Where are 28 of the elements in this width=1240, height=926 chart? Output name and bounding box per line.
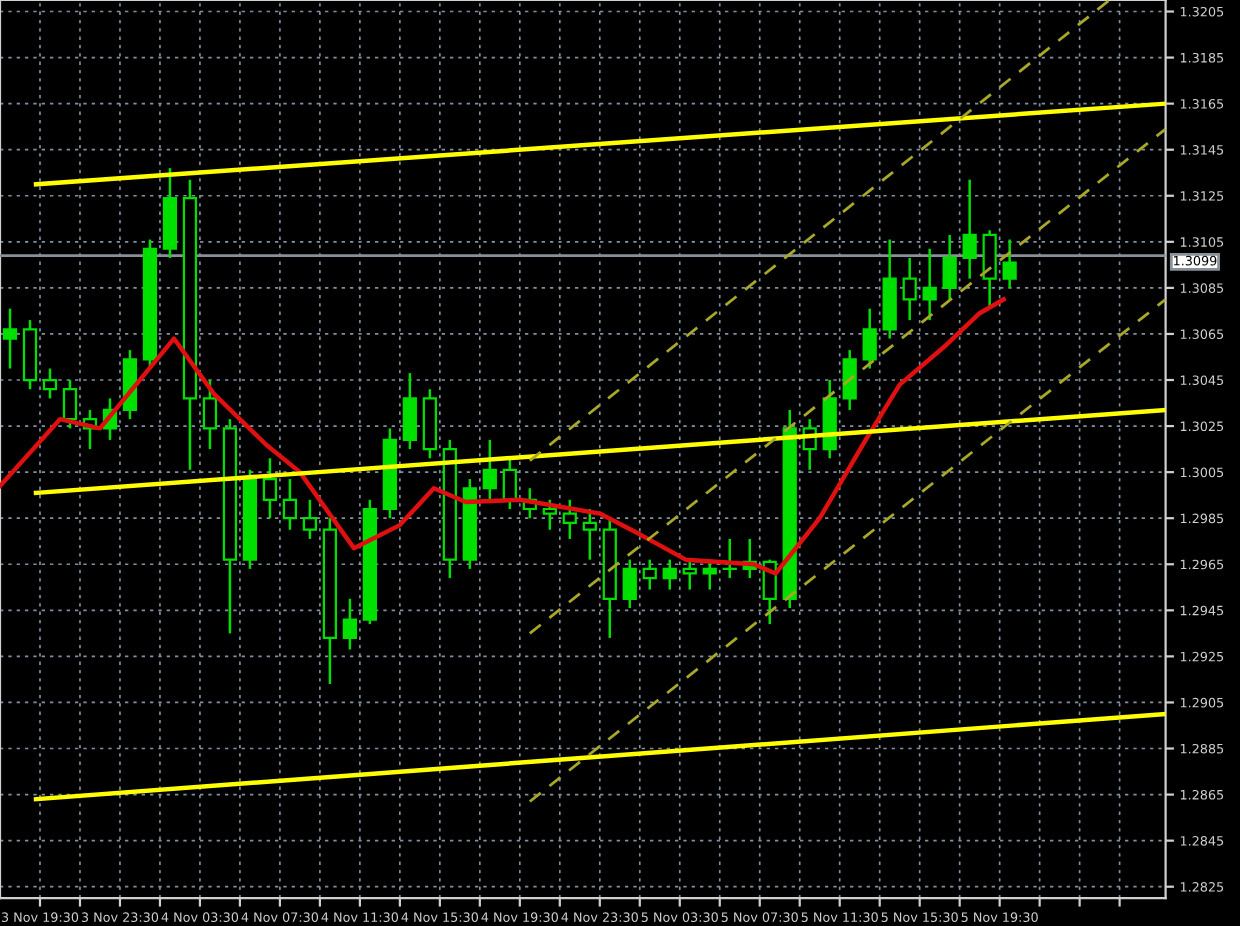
candlestick [642,558,657,591]
candlestick [482,438,497,502]
candlestick [502,457,517,511]
candlestick [962,178,977,280]
candlestick [2,307,18,370]
candlestick [682,558,697,591]
candlestick [922,247,937,322]
candlestick [942,233,957,301]
candlestick [202,378,218,451]
candlestick [862,307,877,370]
candlestick [702,558,717,591]
candlestick [902,256,917,322]
candlestick [342,597,357,651]
candlestick [562,498,577,541]
candlestick [262,457,278,520]
candlestick [1002,238,1017,290]
candlestick [582,507,597,561]
candlestick [282,477,298,531]
candlestick [302,498,317,541]
candlestick [402,371,417,451]
candlestick [542,498,557,531]
candlestick [62,378,78,430]
candlestick [842,348,857,412]
candlestick [722,537,737,580]
candlestick [662,558,677,591]
candlestick [622,558,637,610]
candlestick [982,229,997,310]
candlestick [42,367,58,400]
